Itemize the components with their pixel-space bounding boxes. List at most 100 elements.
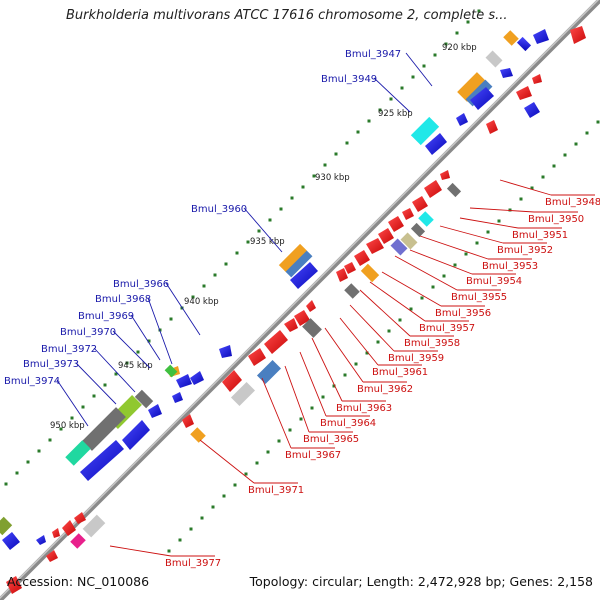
- gene-feature[interactable]: [390, 238, 408, 256]
- gene-feature[interactable]: [134, 389, 154, 409]
- gene-arrow[interactable]: [219, 345, 232, 358]
- gene-arrow[interactable]: [74, 512, 86, 524]
- gene-arrow[interactable]: [516, 86, 532, 100]
- gene-arrow[interactable]: [425, 133, 447, 155]
- gene-feature[interactable]: [0, 516, 13, 536]
- gene-arrow[interactable]: [336, 268, 348, 282]
- gene-label-forward[interactable]: Bmul_3968: [95, 294, 151, 305]
- leader-line: [394, 255, 458, 291]
- gene-arrow[interactable]: [533, 29, 549, 44]
- gene-arrow[interactable]: [172, 392, 183, 403]
- gene-arrow[interactable]: [36, 535, 46, 545]
- gene-feature[interactable]: [516, 36, 532, 52]
- gene-label-forward[interactable]: Bmul_3974: [4, 376, 60, 387]
- gene-arrow[interactable]: [440, 170, 450, 180]
- gene-label-reverse[interactable]: Bmul_3961: [372, 367, 428, 378]
- gene-arrow[interactable]: [294, 310, 310, 326]
- gene-feature[interactable]: [418, 211, 434, 227]
- gene-arrow[interactable]: [290, 262, 318, 289]
- gene-label-reverse[interactable]: Bmul_3963: [336, 403, 392, 414]
- gene-arrow[interactable]: [378, 228, 394, 244]
- gene-arrow[interactable]: [176, 374, 192, 388]
- gene-arrow[interactable]: [306, 300, 316, 312]
- gene-label-reverse[interactable]: Bmul_3959: [388, 353, 444, 364]
- gene-arrow[interactable]: [486, 120, 498, 134]
- gene-arrow[interactable]: [354, 250, 370, 266]
- gene-label-reverse[interactable]: Bmul_3952: [497, 245, 553, 256]
- gene-arrow[interactable]: [222, 370, 242, 392]
- gene-arrow[interactable]: [402, 208, 414, 220]
- gene-arrow[interactable]: [412, 196, 428, 212]
- gene-arrow[interactable]: [190, 371, 204, 385]
- gene-arrow[interactable]: [248, 348, 266, 366]
- gene-feature[interactable]: [503, 30, 519, 46]
- gene-label-reverse[interactable]: Bmul_3958: [404, 338, 460, 349]
- tick-labels: 920 kbp 925 kbp 930 kbp 935 kbp 940 kbp 945 k…: [50, 43, 477, 431]
- gene-arrow[interactable]: [424, 180, 442, 198]
- gene-feature[interactable]: [446, 182, 462, 198]
- gene-feature[interactable]: [82, 514, 106, 538]
- gene-arrow[interactable]: [388, 216, 404, 232]
- gene-arrow[interactable]: [524, 102, 540, 118]
- gene-arrow[interactable]: [470, 87, 494, 110]
- gene-arrow[interactable]: [532, 74, 542, 84]
- gene-arrow[interactable]: [46, 550, 58, 562]
- gene-arrow[interactable]: [2, 532, 20, 550]
- tick-mark: [70, 416, 74, 420]
- gene-label-forward[interactable]: Bmul_3969: [78, 311, 134, 322]
- gene-feature[interactable]: [400, 232, 418, 250]
- gene-arrow[interactable]: [6, 576, 22, 594]
- gene-label-forward[interactable]: Bmul_3973: [23, 359, 79, 370]
- gene-label-reverse[interactable]: Bmul_3955: [451, 292, 507, 303]
- gene-label-forward[interactable]: Bmul_3972: [41, 344, 97, 355]
- gene-feature[interactable]: [256, 359, 282, 385]
- gene-arrow[interactable]: [80, 440, 124, 481]
- gene-label-reverse[interactable]: Bmul_3954: [466, 276, 522, 287]
- gene-label-reverse[interactable]: Bmul_3957: [419, 323, 475, 334]
- gene-feature[interactable]: [344, 283, 360, 299]
- gene-label-reverse[interactable]: Bmul_3948: [545, 197, 600, 208]
- gene-arrow[interactable]: [122, 420, 150, 450]
- gene-arrow[interactable]: [366, 238, 384, 254]
- gene-arrow[interactable]: [570, 26, 586, 44]
- gene-label-forward[interactable]: Bmul_3947: [345, 49, 401, 60]
- gene-feature[interactable]: [302, 318, 322, 338]
- gene-feature[interactable]: [278, 243, 308, 273]
- gene-feature[interactable]: [410, 116, 440, 146]
- gene-feature[interactable]: [360, 263, 380, 283]
- gene-arrow[interactable]: [500, 68, 513, 78]
- gene-label-reverse[interactable]: Bmul_3965: [303, 434, 359, 445]
- gene-feature[interactable]: [65, 440, 91, 466]
- gene-arrow[interactable]: [284, 318, 298, 332]
- gene-label-reverse[interactable]: Bmul_3951: [512, 230, 568, 241]
- gene-arrow[interactable]: [62, 520, 76, 536]
- gene-label-reverse[interactable]: Bmul_3977: [165, 558, 221, 569]
- gene-feature[interactable]: [230, 381, 256, 407]
- gene-label-forward[interactable]: Bmul_3949: [321, 74, 377, 85]
- gene-arrow[interactable]: [148, 404, 162, 418]
- gene-label-reverse[interactable]: Bmul_3971: [248, 485, 304, 496]
- gene-label-forward[interactable]: Bmul_3960: [191, 204, 247, 215]
- gene-arrow[interactable]: [456, 113, 468, 126]
- gene-arrow[interactable]: [182, 414, 194, 428]
- gene-feature[interactable]: [70, 533, 86, 549]
- gene-label-reverse[interactable]: Bmul_3956: [435, 308, 491, 319]
- gene-label-forward[interactable]: Bmul_3970: [60, 327, 116, 338]
- gene-feature[interactable]: [285, 250, 313, 278]
- gene-arrow[interactable]: [52, 528, 60, 538]
- gene-label-reverse[interactable]: Bmul_3964: [320, 418, 376, 429]
- gene-feature[interactable]: [410, 222, 426, 238]
- gene-label-forward[interactable]: Bmul_3966: [113, 279, 169, 290]
- gene-arrow[interactable]: [264, 330, 288, 354]
- leader-line: [339, 317, 379, 366]
- gene-feature[interactable]: [457, 72, 487, 102]
- gene-feature[interactable]: [82, 407, 126, 451]
- gene-feature[interactable]: [164, 364, 178, 378]
- gene-label-reverse[interactable]: Bmul_3967: [285, 450, 341, 461]
- gene-feature[interactable]: [190, 427, 206, 443]
- gene-label-reverse[interactable]: Bmul_3962: [357, 384, 413, 395]
- gene-label-reverse[interactable]: Bmul_3950: [528, 214, 584, 225]
- gene-feature[interactable]: [485, 50, 503, 68]
- gene-label-reverse[interactable]: Bmul_3953: [482, 261, 538, 272]
- gene-arrow[interactable]: [344, 262, 356, 274]
